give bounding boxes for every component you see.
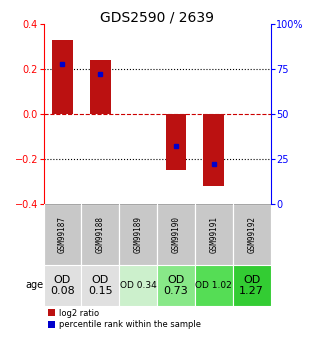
Bar bbox=[233, 204, 271, 265]
Bar bbox=[195, 204, 233, 265]
Legend: log2 ratio, percentile rank within the sample: log2 ratio, percentile rank within the s… bbox=[48, 309, 201, 329]
Text: age: age bbox=[26, 280, 44, 290]
Bar bbox=[81, 204, 119, 265]
Text: GSM99187: GSM99187 bbox=[58, 216, 67, 253]
Bar bbox=[44, 204, 81, 265]
Text: OD
0.08: OD 0.08 bbox=[50, 275, 75, 296]
Text: OD 1.02: OD 1.02 bbox=[195, 281, 232, 290]
Text: OD
0.15: OD 0.15 bbox=[88, 275, 113, 296]
Bar bbox=[157, 204, 195, 265]
Bar bbox=[44, 265, 81, 306]
Text: OD
1.27: OD 1.27 bbox=[239, 275, 264, 296]
Bar bbox=[119, 265, 157, 306]
Text: GSM99191: GSM99191 bbox=[209, 216, 218, 253]
Text: GSM99188: GSM99188 bbox=[96, 216, 105, 253]
Title: GDS2590 / 2639: GDS2590 / 2639 bbox=[100, 10, 214, 24]
Text: OD
0.73: OD 0.73 bbox=[164, 275, 188, 296]
Bar bbox=[119, 204, 157, 265]
Bar bbox=[90, 60, 111, 114]
Bar bbox=[165, 114, 186, 170]
Bar bbox=[157, 265, 195, 306]
Text: GSM99192: GSM99192 bbox=[247, 216, 256, 253]
Text: GSM99189: GSM99189 bbox=[134, 216, 143, 253]
Bar bbox=[233, 265, 271, 306]
Text: GSM99190: GSM99190 bbox=[171, 216, 180, 253]
Bar bbox=[203, 114, 224, 186]
Bar bbox=[81, 265, 119, 306]
Bar bbox=[195, 265, 233, 306]
Bar bbox=[52, 40, 73, 114]
Text: OD 0.34: OD 0.34 bbox=[120, 281, 156, 290]
